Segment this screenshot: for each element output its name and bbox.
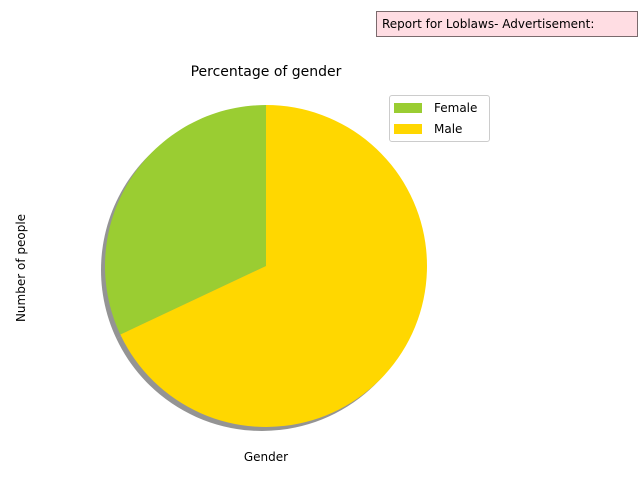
legend-label-female: Female: [434, 101, 478, 115]
chart-legend: Female Male: [389, 95, 490, 142]
report-text: Report for Loblaws- Advertisement:: [382, 17, 595, 31]
pie-slice-male: [120, 105, 428, 427]
chart-title: Percentage of gender: [190, 64, 342, 80]
report-header-box: Report for Loblaws- Advertisement:: [376, 11, 638, 37]
legend-swatch-male: [394, 123, 422, 134]
legend-entry-male: Male: [394, 121, 462, 137]
x-axis-label: Gender: [243, 450, 289, 464]
legend-swatch-female: [394, 102, 422, 113]
legend-label-male: Male: [434, 122, 463, 136]
y-axis-label: Number of people: [14, 213, 28, 323]
pie-slice-female: [104, 105, 266, 335]
legend-entry-female: Female: [394, 100, 477, 116]
